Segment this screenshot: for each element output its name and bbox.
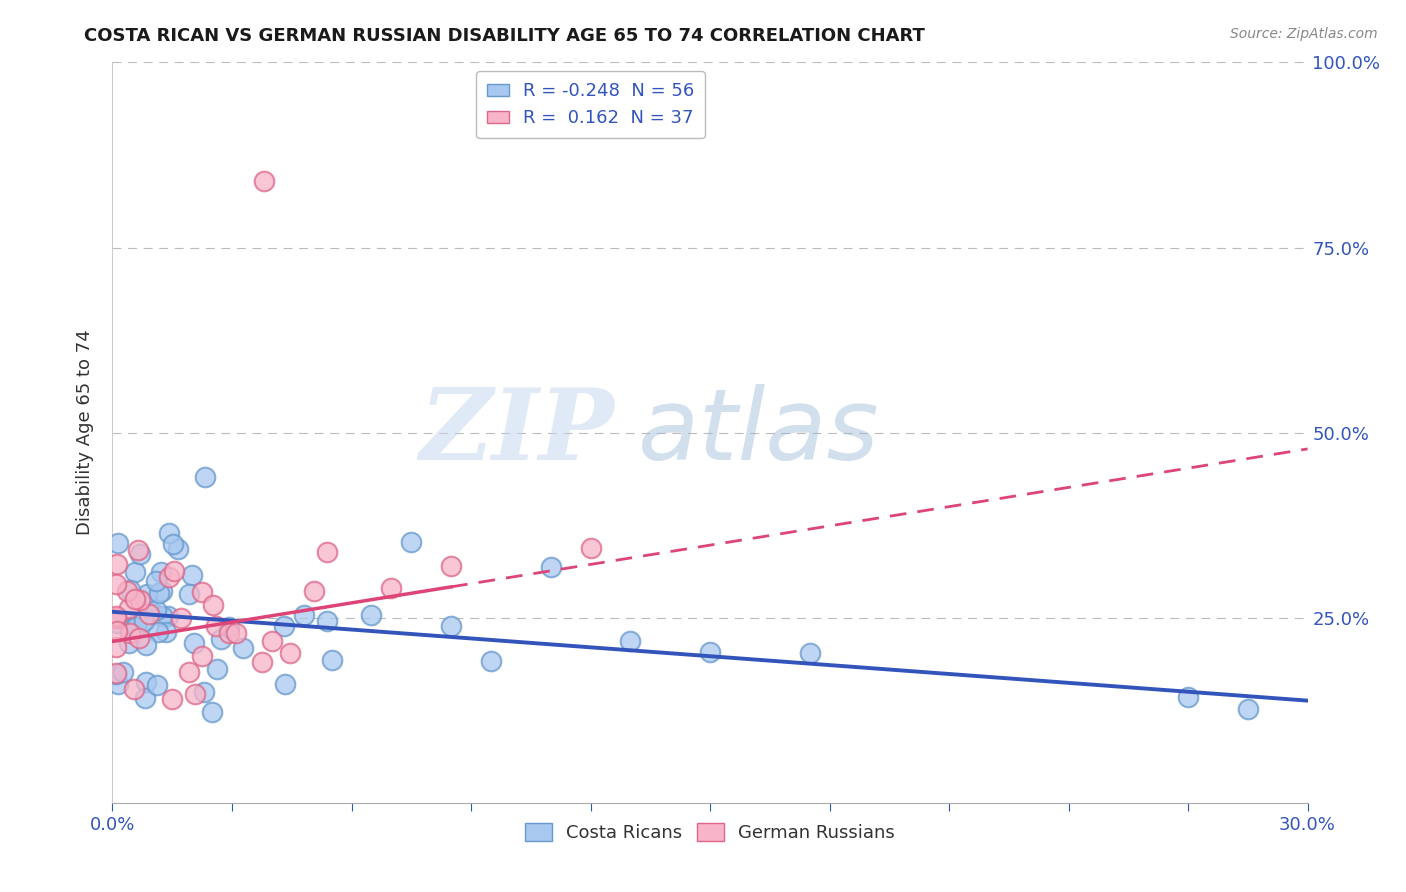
Point bbox=[118, 636, 141, 650]
Point bbox=[183, 687, 205, 701]
Point bbox=[316, 545, 339, 559]
Point bbox=[225, 625, 247, 640]
Point bbox=[321, 653, 343, 667]
Legend: Costa Ricans, German Russians: Costa Ricans, German Russians bbox=[517, 815, 903, 849]
Point bbox=[250, 655, 273, 669]
Point bbox=[132, 615, 155, 629]
Point bbox=[273, 619, 295, 633]
Point bbox=[1177, 690, 1199, 705]
Point bbox=[540, 559, 562, 574]
Point bbox=[129, 592, 152, 607]
Point bbox=[145, 574, 167, 588]
Point bbox=[105, 624, 128, 638]
Point bbox=[118, 583, 141, 598]
Point bbox=[579, 541, 602, 556]
Point bbox=[1237, 702, 1260, 716]
Point bbox=[260, 634, 283, 648]
Point bbox=[128, 631, 150, 645]
Point bbox=[183, 636, 205, 650]
Point bbox=[440, 558, 463, 573]
Point bbox=[157, 570, 180, 584]
Point bbox=[145, 603, 167, 617]
Point bbox=[145, 678, 167, 692]
Point bbox=[232, 641, 254, 656]
Point bbox=[105, 576, 128, 591]
Point bbox=[294, 607, 316, 622]
Point bbox=[179, 587, 201, 601]
Point bbox=[177, 665, 200, 679]
Text: Source: ZipAtlas.com: Source: ZipAtlas.com bbox=[1230, 27, 1378, 41]
Y-axis label: Disability Age 65 to 74: Disability Age 65 to 74 bbox=[76, 330, 94, 535]
Point bbox=[105, 609, 128, 624]
Point bbox=[155, 625, 177, 640]
Point bbox=[148, 586, 170, 600]
Point bbox=[209, 632, 232, 646]
Point bbox=[120, 626, 142, 640]
Point bbox=[190, 585, 212, 599]
Point bbox=[218, 620, 240, 634]
Point bbox=[115, 583, 138, 598]
Point bbox=[156, 608, 179, 623]
Point bbox=[193, 685, 215, 699]
Point bbox=[201, 706, 224, 720]
Point bbox=[274, 677, 297, 691]
Text: COSTA RICAN VS GERMAN RUSSIAN DISABILITY AGE 65 TO 74 CORRELATION CHART: COSTA RICAN VS GERMAN RUSSIAN DISABILITY… bbox=[84, 27, 925, 45]
Point bbox=[205, 619, 228, 633]
Point bbox=[201, 599, 224, 613]
Point bbox=[163, 564, 186, 578]
Point bbox=[169, 610, 191, 624]
Point bbox=[138, 607, 160, 621]
Point bbox=[107, 536, 129, 550]
Point bbox=[191, 648, 214, 663]
Point bbox=[380, 581, 402, 595]
Point bbox=[619, 633, 641, 648]
Point bbox=[218, 625, 240, 640]
Point bbox=[124, 565, 146, 579]
Point bbox=[105, 611, 128, 625]
Point bbox=[111, 665, 134, 679]
Point bbox=[401, 535, 423, 549]
Point bbox=[120, 622, 142, 636]
Point bbox=[134, 691, 156, 706]
Point bbox=[149, 565, 172, 579]
Text: ZIP: ZIP bbox=[419, 384, 614, 481]
Point bbox=[125, 616, 148, 631]
Text: atlas: atlas bbox=[638, 384, 880, 481]
Point bbox=[159, 526, 181, 541]
Point bbox=[280, 646, 302, 660]
Point bbox=[122, 682, 145, 697]
Point bbox=[128, 547, 150, 561]
Point bbox=[180, 568, 202, 582]
Point bbox=[253, 174, 276, 188]
Point bbox=[124, 591, 146, 606]
Point bbox=[135, 674, 157, 689]
Point bbox=[207, 662, 229, 676]
Point bbox=[135, 638, 157, 652]
Point bbox=[105, 640, 128, 654]
Point bbox=[799, 646, 821, 660]
Point bbox=[479, 654, 502, 668]
Point bbox=[194, 470, 217, 484]
Point bbox=[135, 587, 157, 601]
Point bbox=[316, 615, 339, 629]
Point bbox=[146, 625, 169, 640]
Point bbox=[302, 583, 325, 598]
Point bbox=[107, 676, 129, 690]
Point bbox=[360, 608, 382, 623]
Point bbox=[699, 645, 721, 659]
Point bbox=[160, 691, 183, 706]
Point bbox=[127, 542, 149, 557]
Point bbox=[440, 619, 463, 633]
Point bbox=[105, 665, 128, 680]
Point bbox=[105, 615, 128, 630]
Point bbox=[105, 557, 128, 571]
Point bbox=[167, 542, 190, 557]
Point bbox=[150, 608, 173, 623]
Point bbox=[150, 584, 173, 599]
Point bbox=[162, 537, 184, 551]
Point bbox=[124, 620, 146, 634]
Point bbox=[118, 601, 141, 615]
Point bbox=[105, 667, 128, 681]
Point bbox=[142, 607, 165, 621]
